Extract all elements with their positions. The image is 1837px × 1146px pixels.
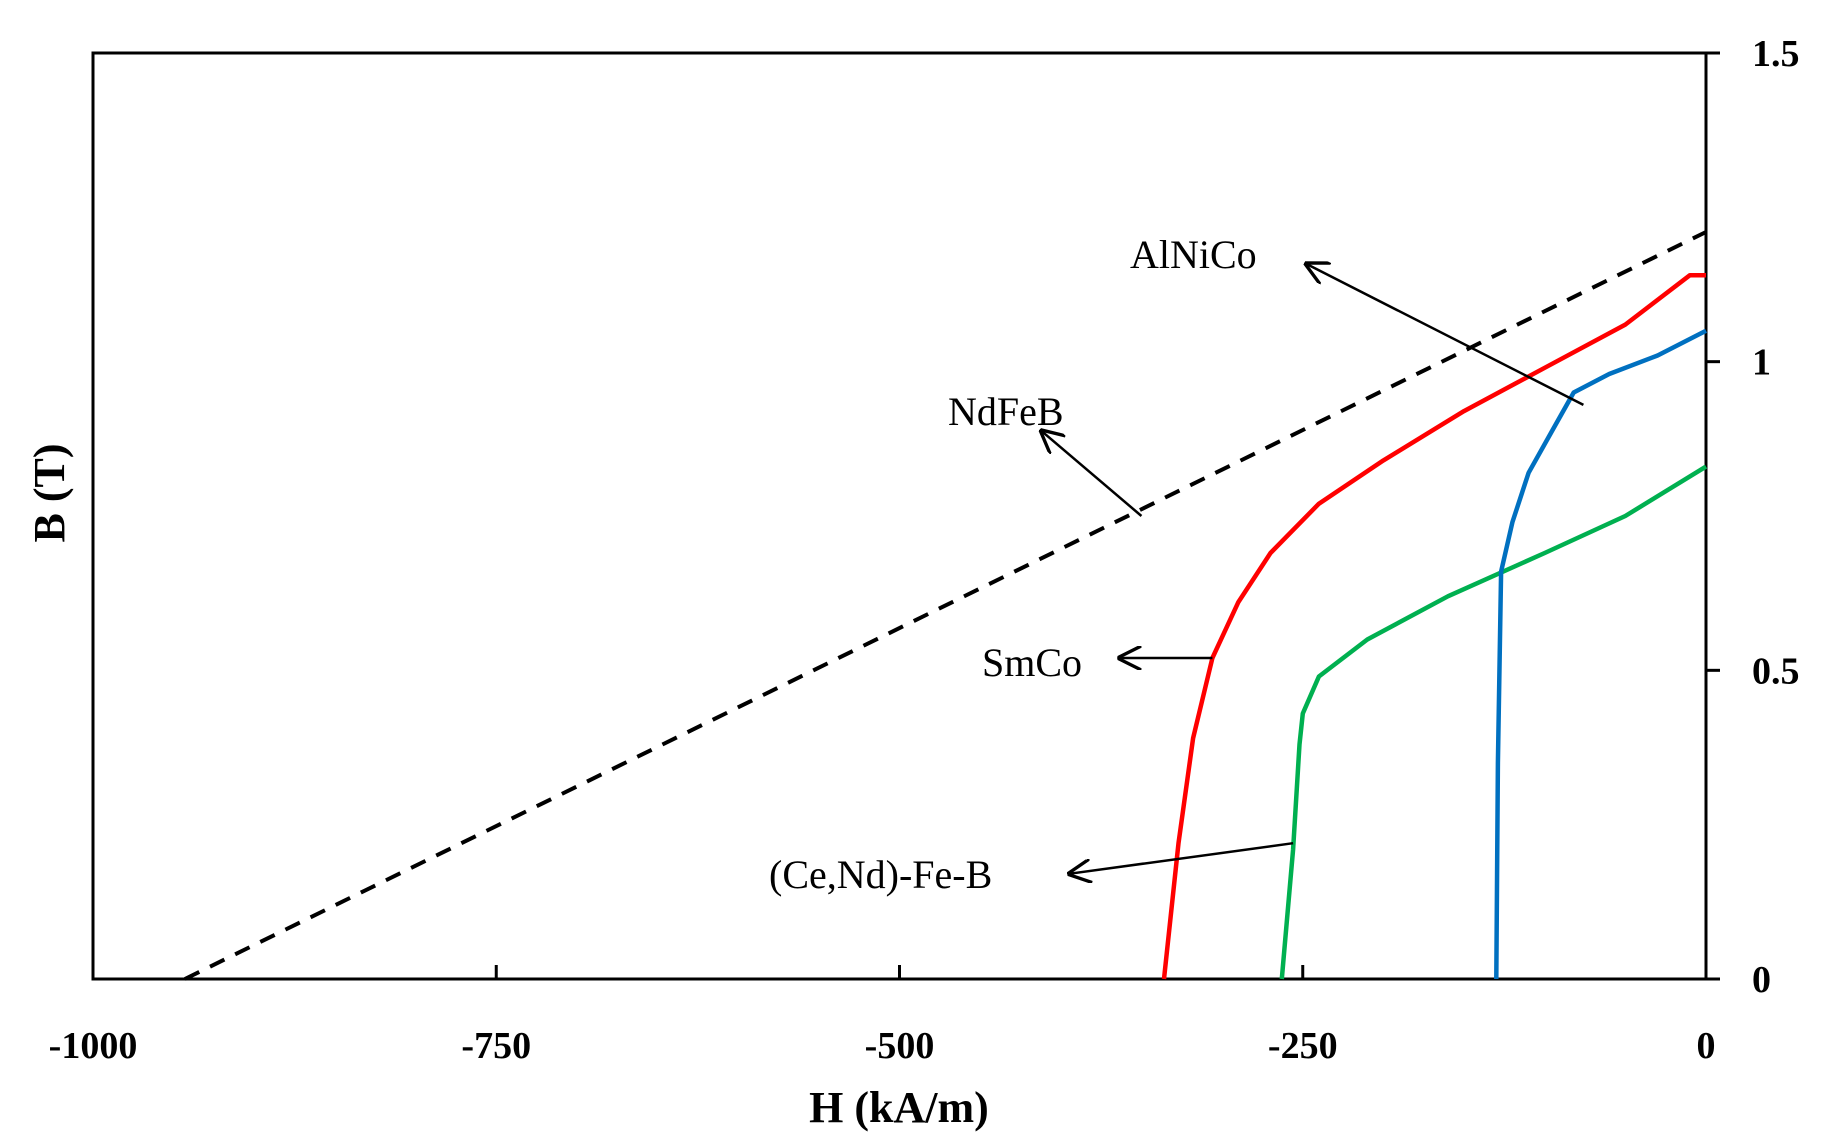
series-line-ce-nd-fe-b [1279,464,1708,980]
x-tick-label: -1000 [49,1025,138,1067]
annotation-label-ce-nd-fe-b: (Ce,Nd)-Fe-B [769,852,992,897]
annotation-arrow-alnico [1304,263,1584,406]
x-axis-title: H (kA/m) [809,1083,989,1132]
series-line-alnico [1494,328,1708,980]
x-tick-label: -500 [865,1025,935,1067]
x-tick-label: -750 [461,1025,531,1067]
x-tick-label: 0 [1697,1025,1716,1067]
ticks [91,51,1720,981]
series-group [184,230,1708,981]
y-tick-label: 1.5 [1752,33,1800,75]
annotations: AlNiCo NdFeB SmCo (Ce,Nd)-Fe-B [769,232,1584,897]
y-axis-title: B (T) [25,444,74,543]
series-line-smco [1161,272,1706,980]
series-line-ndfeb [184,230,1707,981]
annotation-label-smco: SmCo [982,640,1082,685]
tick-labels: -1000 -750 -500 -250 00 0.5 1 1.5 [49,33,1800,1067]
y-tick-label: 0.5 [1752,650,1800,692]
annotation-arrow-ce-nd-fe-b [1067,841,1294,874]
x-tick-label: -250 [1268,1025,1338,1067]
annotation-arrow-ndfeb [1040,430,1143,517]
plot-frame [91,51,1708,981]
y-tick-label: 1 [1752,342,1771,384]
annotation-label-ndfeb: NdFeB [948,389,1064,434]
y-tick-label: 0 [1752,959,1771,1001]
annotation-label-alnico: AlNiCo [1130,232,1257,277]
